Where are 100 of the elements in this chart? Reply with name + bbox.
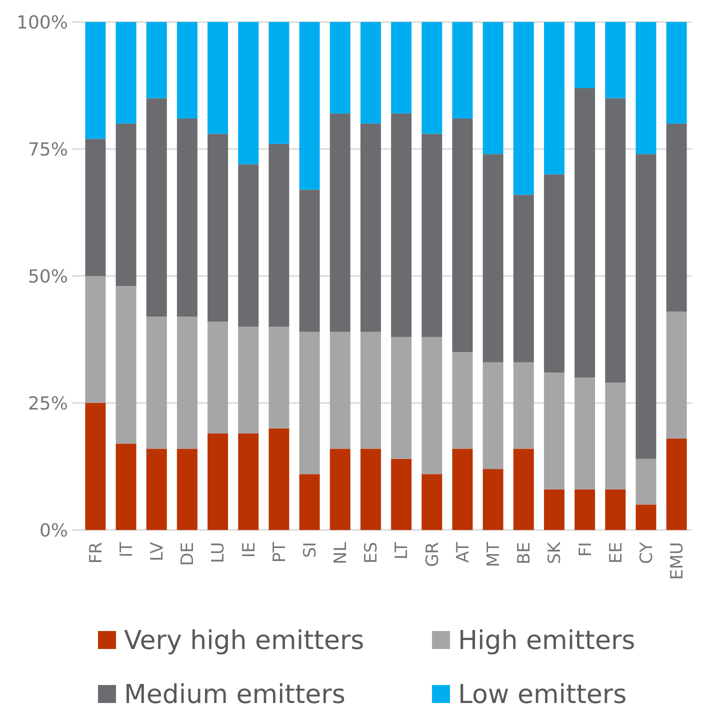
x-tick-label: MT <box>484 541 504 568</box>
x-tick-label: CY <box>636 541 657 564</box>
x-tick-label: ES <box>362 542 382 564</box>
x-tick-label: GR <box>422 542 443 567</box>
y-tick-label: 0% <box>39 520 68 542</box>
bar <box>146 448 167 530</box>
bar <box>238 164 259 327</box>
bar <box>116 286 136 444</box>
legend-label: High emitters <box>458 626 636 656</box>
bar <box>238 326 259 434</box>
bar <box>422 134 442 337</box>
bar <box>208 433 228 530</box>
x-tick-label: NL <box>331 541 352 564</box>
bar <box>666 312 687 439</box>
bar <box>452 448 473 530</box>
bar <box>391 458 412 530</box>
bar <box>422 474 442 530</box>
bar <box>574 88 596 378</box>
bar <box>85 276 106 403</box>
bar <box>513 22 534 195</box>
x-tick-label: FR <box>86 542 106 564</box>
bar <box>482 362 504 470</box>
x-tick-label: AT <box>453 541 474 563</box>
bar <box>513 362 534 449</box>
bar <box>146 316 167 449</box>
x-tick-label: SI <box>300 542 320 558</box>
bar <box>544 22 564 174</box>
bar <box>146 22 167 98</box>
bar <box>391 113 412 337</box>
bar <box>605 489 626 530</box>
bar <box>360 332 381 449</box>
bar <box>85 403 106 530</box>
bar <box>391 22 412 114</box>
legend-label: Low emitters <box>458 680 627 710</box>
bar <box>299 474 320 530</box>
bar <box>330 332 350 449</box>
x-tick-label: IT <box>116 541 137 558</box>
x-tick-label: LU <box>208 542 229 564</box>
bar <box>299 22 320 190</box>
bar <box>605 382 626 490</box>
bar <box>299 332 320 474</box>
bar <box>208 322 228 434</box>
bar <box>482 469 504 530</box>
y-tick-label: 50% <box>28 266 68 288</box>
bar <box>238 433 259 530</box>
bar <box>208 134 228 322</box>
bar <box>422 22 442 134</box>
bar <box>452 118 473 352</box>
bar <box>299 190 320 332</box>
x-tick-label: LV <box>148 542 168 562</box>
bar <box>116 22 136 124</box>
bar <box>146 98 167 317</box>
x-tick-label: DE <box>178 542 198 566</box>
bar <box>330 448 350 530</box>
bar <box>176 22 198 119</box>
bar <box>605 22 626 98</box>
bar <box>544 489 564 530</box>
bar <box>452 352 473 449</box>
bar <box>360 448 381 530</box>
bar <box>116 444 136 530</box>
bar <box>636 458 656 505</box>
bar <box>636 154 656 459</box>
y-tick-label: 100% <box>16 12 68 34</box>
bar <box>513 448 534 530</box>
bar <box>544 372 564 490</box>
bar <box>482 22 504 154</box>
bar <box>268 428 290 530</box>
x-tick-label: PT <box>270 541 290 563</box>
x-tick-label: LT <box>392 541 412 560</box>
bar <box>268 22 290 144</box>
legend-label: Medium emitters <box>124 680 346 710</box>
bar <box>482 154 504 362</box>
bar <box>513 194 534 362</box>
bar <box>85 22 106 139</box>
bar <box>422 336 442 474</box>
bar <box>268 144 290 327</box>
bar <box>666 22 687 124</box>
bar <box>391 336 412 459</box>
bar <box>544 174 564 373</box>
y-tick-label: 25% <box>28 393 68 414</box>
bar <box>176 118 198 317</box>
x-tick-label: FI <box>576 542 596 557</box>
bar <box>85 138 106 276</box>
x-tick-label: IE <box>239 542 260 558</box>
bar <box>605 98 626 383</box>
bar <box>330 22 350 114</box>
bar <box>208 22 228 134</box>
bar <box>452 22 473 119</box>
bar <box>574 22 596 88</box>
bar <box>360 22 381 124</box>
bar <box>268 326 290 428</box>
legend-label: Very high emitters <box>124 626 364 656</box>
x-tick-label: EMU <box>668 542 688 580</box>
x-tick-label: SK <box>545 541 566 564</box>
bar <box>636 504 656 530</box>
bar <box>176 448 198 530</box>
bar <box>360 124 381 332</box>
y-tick-label: 75% <box>28 139 68 160</box>
x-tick-label: EE <box>606 542 626 564</box>
bar <box>574 489 596 530</box>
